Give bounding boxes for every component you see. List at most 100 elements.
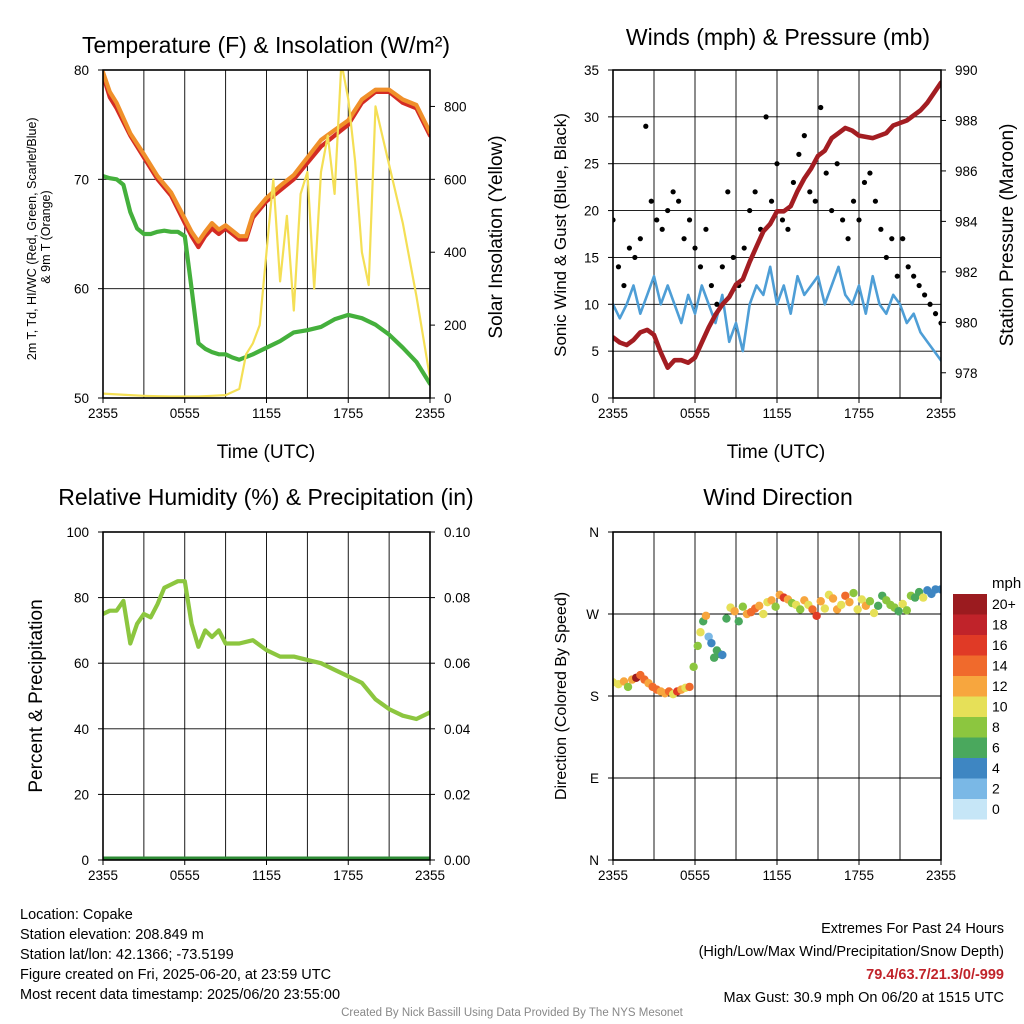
wind-panel-title: Winds (mph) & Pressure (mb): [626, 24, 930, 50]
dir-point: [869, 608, 879, 618]
wind-series-1-point: [834, 161, 840, 167]
wind-series-1-point: [823, 170, 829, 176]
info-location: Location: Copake: [20, 907, 133, 923]
temp-ylabel-left-line1: 2m T, Td, HI/WC (Red, Green, Scarlet/Blu…: [25, 117, 39, 360]
wind-series-1-point: [850, 198, 857, 204]
wind-series-1-point: [856, 217, 862, 223]
wind-series-1-point: [785, 226, 791, 232]
wind-data-group: [613, 80, 941, 371]
dir-point: [767, 596, 776, 605]
dir-point: [685, 682, 694, 692]
dir-point: [820, 604, 830, 613]
dir-point: [796, 605, 805, 614]
dir-xtick-label: 2355: [598, 868, 628, 883]
temp-xtick-label: 1755: [333, 406, 363, 421]
temp-ytick-right-label: 400: [444, 245, 467, 260]
temp-data-group: [103, 70, 430, 398]
rh-ytick-right-label: 0.08: [444, 591, 470, 606]
wind-series-1-point: [697, 264, 704, 270]
dir-xtick-label: 0555: [680, 868, 710, 883]
wind-series-1-point: [670, 189, 676, 195]
temp-series-1-line: [103, 70, 430, 244]
dir-point: [704, 632, 713, 641]
wind-ytick-right-label: 982: [955, 265, 978, 280]
dir-ytick-label: N: [589, 853, 599, 868]
temp-ytick-right-label: 200: [444, 318, 467, 333]
max-gust: Max Gust: 30.9 mph On 06/20 at 1515 UTC: [723, 990, 1004, 1006]
wind-series-1-point: [801, 133, 807, 139]
temp-ytick-right-label: 0: [444, 391, 452, 406]
colorbar-swatch: [953, 655, 987, 676]
temp-ylabel-left: 2m T, Td, HI/WC (Red, Green, Scarlet/Blu…: [25, 114, 53, 360]
temp-ytick-label: 60: [74, 282, 89, 297]
rh-ytick-right-label: 0.06: [444, 656, 470, 671]
dir-point: [816, 597, 825, 606]
colorbar-label: 8: [992, 719, 1000, 735]
dir-point: [707, 638, 716, 648]
wind-series-1-point: [747, 207, 753, 214]
dir-point: [759, 609, 768, 619]
colorbar-label: 14: [992, 658, 1008, 674]
wind-xtick-label: 0555: [680, 406, 710, 421]
wind-ytick-label: 0: [591, 391, 599, 406]
temp-ylabel-left-line2: & 9m T (Orange): [39, 190, 53, 283]
wind-ytick-right-label: 986: [955, 164, 978, 179]
dir-point: [701, 611, 711, 621]
wind-series-1-point: [615, 264, 622, 270]
dir-point: [853, 605, 862, 614]
wind-series-1-point: [829, 207, 835, 214]
wind-series-1-point: [812, 198, 818, 204]
extremes-heading: Extremes For Past 24 Hours: [821, 921, 1004, 937]
wind-series-1-point: [763, 114, 769, 120]
wind-series-1-point: [768, 198, 775, 204]
wind-series-1-point: [927, 301, 933, 307]
extremes-values: 79.4/63.7/21.3/0/-999: [866, 967, 1004, 983]
wind-series-1-point: [632, 254, 638, 261]
wind-xtick-label: 1755: [844, 406, 874, 421]
colorbar-swatch: [953, 778, 987, 799]
dir-point: [718, 650, 727, 660]
rh-series-0-line: [103, 579, 430, 722]
dir-point: [898, 599, 907, 609]
dir-point: [730, 607, 739, 616]
colorbar-label: 12: [992, 678, 1008, 694]
wind-series-1-point: [905, 264, 911, 270]
dir-point: [919, 593, 928, 602]
wind-series-1-point: [648, 198, 654, 204]
dir-point: [857, 595, 866, 604]
wind-series-1-point: [714, 301, 720, 307]
wind-series-1-point: [686, 217, 693, 223]
dir-xtick-label: 1755: [844, 868, 874, 883]
rh-ylabel-left: Percent & Precipitation: [26, 599, 47, 792]
wind-series-1-point: [626, 245, 633, 251]
plots-layer: 2355 0555 1155 1755 235550607080020040060080…: [66, 63, 1015, 883]
wind-ytick-label: 20: [584, 204, 599, 219]
rh-ytick-label: 60: [74, 656, 89, 671]
wind-xtick-label: 1155: [762, 406, 791, 421]
wind-ytick-label: 25: [584, 157, 599, 172]
rh-xtick-label: 0555: [170, 868, 200, 883]
wind-series-1-point: [692, 245, 698, 251]
dir-point: [755, 601, 764, 610]
wind-series-2-line: [613, 80, 941, 371]
dir-point: [696, 628, 705, 637]
wind-series-1-point: [872, 198, 879, 204]
temp-xtick-label: 2355: [415, 406, 445, 421]
wind-series-1-point: [637, 236, 643, 242]
temp-xtick-label: 1155: [252, 406, 281, 421]
wind-series-1-point: [665, 207, 671, 214]
dir-point: [841, 591, 850, 600]
wind-series-1-point: [681, 236, 687, 242]
rh-data-group: [103, 579, 430, 860]
wind-series-1-point: [878, 226, 884, 232]
temp-plot-frame: [102, 69, 431, 399]
rh-ytick-label: 40: [74, 722, 89, 737]
colorbar-swatch: [953, 676, 987, 697]
temp-ylabel-right: Solar Insolation (Yellow): [486, 135, 507, 338]
dir-point: [873, 601, 883, 610]
dir-colorbar-title: mph: [992, 575, 1021, 592]
wind-series-1-point: [730, 254, 736, 261]
wind-xtick-label: 2355: [598, 406, 628, 421]
wind-series-1-point: [654, 217, 660, 223]
dir-point: [849, 588, 858, 598]
